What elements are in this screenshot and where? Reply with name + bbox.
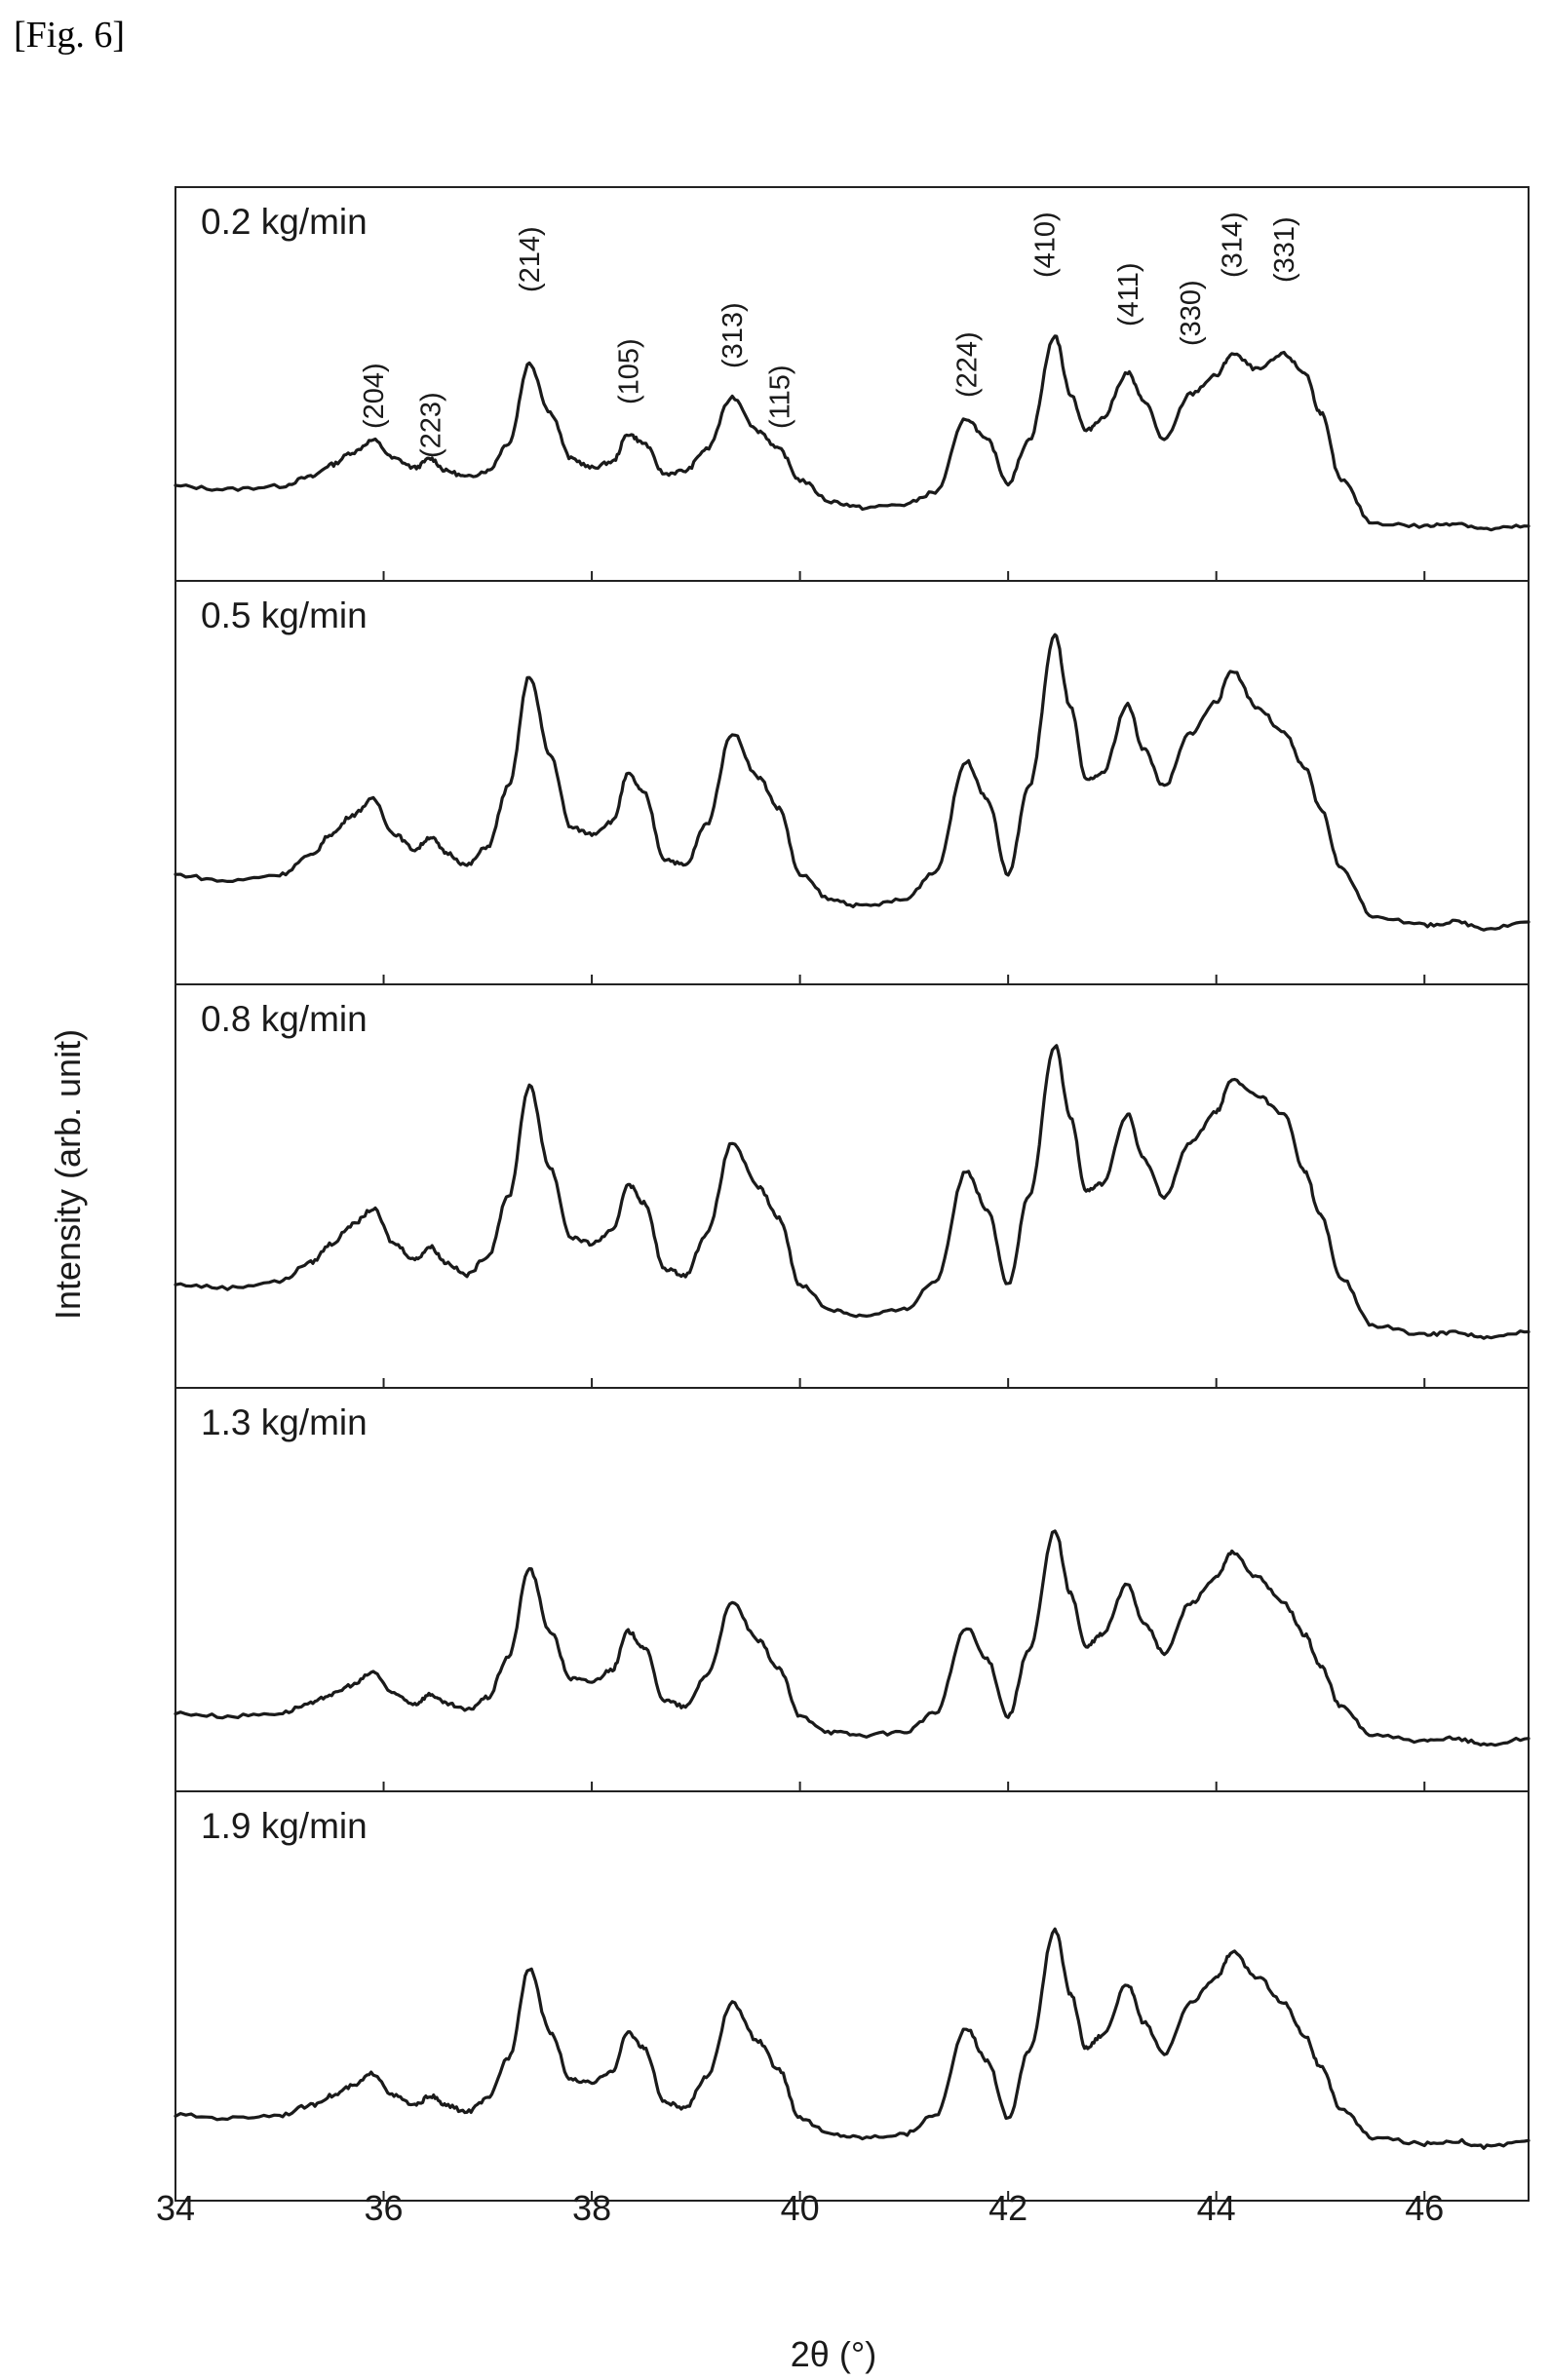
- panel-frame: [174, 983, 1530, 1389]
- x-axis: 34 36 38 40 42 44 46: [156, 2188, 1444, 2228]
- peak-label: (214): [515, 226, 546, 292]
- x-tick-label: 36: [365, 2188, 404, 2228]
- peak-label: (410): [1030, 211, 1062, 278]
- series-line: [174, 1044, 1531, 1340]
- series-line: [174, 1927, 1531, 2150]
- series-line: [174, 334, 1531, 532]
- x-axis-title: 2θ (°): [791, 2334, 876, 2374]
- panel-frame: [174, 1790, 1530, 2202]
- peak-label: (204): [359, 363, 390, 429]
- x-tick-label: 34: [156, 2188, 195, 2228]
- panels-layer: 0.2 kg/min 0.5 kg/min 0.8 kg/min 1.3 kg/min…: [174, 186, 1531, 2202]
- x-tick-label: 46: [1405, 2188, 1444, 2228]
- peak-label: (331): [1269, 216, 1300, 283]
- figure-label: [Fig. 6]: [14, 15, 125, 56]
- series-line: [174, 1529, 1531, 1747]
- peak-label: (115): [764, 365, 795, 429]
- x-tick-label: 38: [572, 2188, 611, 2228]
- series-label: 1.3 kg/min: [201, 1402, 368, 1442]
- peak-label: (411): [1113, 262, 1144, 326]
- series-label: 0.5 kg/min: [201, 595, 368, 635]
- series-label: 0.2 kg/min: [201, 202, 368, 242]
- y-axis-title: Intensity (arb. unit): [48, 1029, 88, 1320]
- panel-5: 1.9 kg/min: [174, 1790, 1531, 2202]
- peak-label: (330): [1176, 280, 1207, 346]
- peak-label: (224): [951, 331, 983, 398]
- panel-2: 0.5 kg/min: [174, 580, 1531, 985]
- panel-frame: [174, 580, 1530, 985]
- series-line: [174, 633, 1531, 932]
- series-label: 1.9 kg/min: [201, 1806, 368, 1846]
- panel-frame: [174, 1387, 1530, 1792]
- x-tick-label: 42: [988, 2188, 1027, 2228]
- x-tick-label: 44: [1197, 2188, 1236, 2228]
- panel-4: 1.3 kg/min: [174, 1387, 1531, 1792]
- peak-label: (314): [1218, 211, 1249, 278]
- series-label: 0.8 kg/min: [201, 999, 368, 1039]
- peak-label-layer: (204) (223) (214) (105) (313) (115) (224) (410)…: [359, 211, 1300, 458]
- peak-label: (105): [613, 338, 644, 404]
- peak-label: (313): [717, 302, 749, 368]
- panel-3: 0.8 kg/min: [174, 983, 1531, 1389]
- x-tick-label: 40: [781, 2188, 820, 2228]
- peak-label: (223): [416, 392, 447, 458]
